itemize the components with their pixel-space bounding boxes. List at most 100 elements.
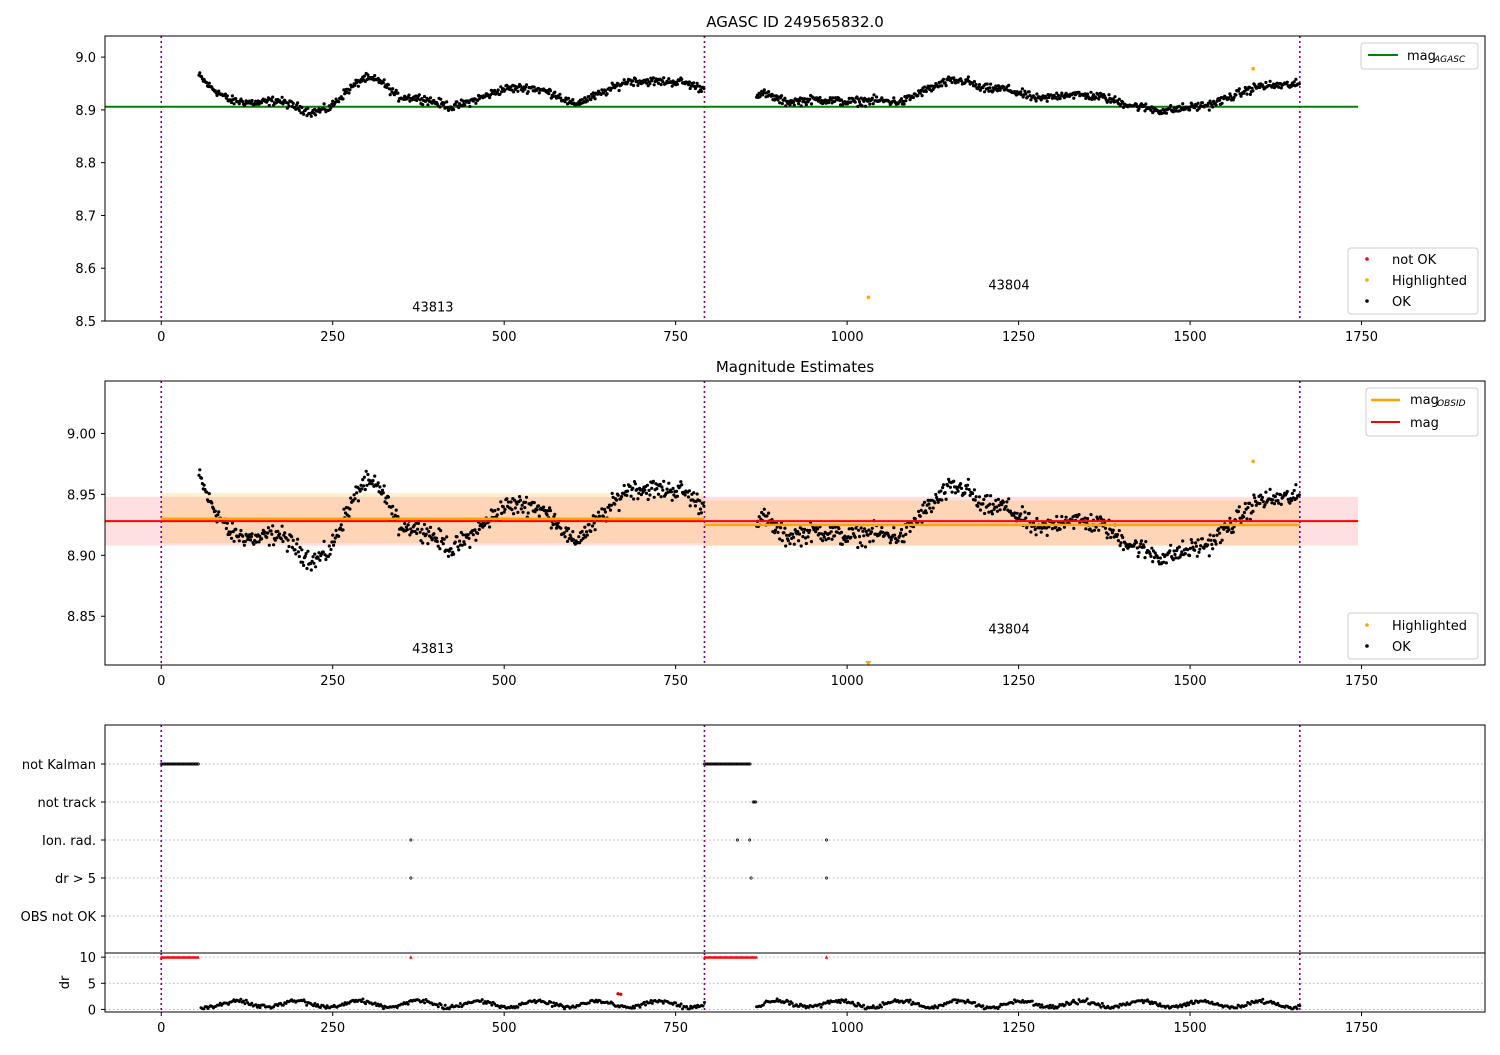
panel2-ok-points-point <box>553 512 557 516</box>
dr-red-point <box>616 992 620 996</box>
panel2-ok-points-point <box>1286 497 1290 501</box>
panel2-ok-points-point <box>1270 501 1274 505</box>
panel1-ok-points-point <box>1214 103 1218 107</box>
panel2-ok-points-point <box>269 529 273 533</box>
panel1-ok-points-point <box>291 101 295 105</box>
panel1-ytick-label: 8.5 <box>75 315 96 330</box>
panel2-ok-points-point <box>1149 554 1153 559</box>
panel2-ok-points-point <box>660 485 664 489</box>
panel1-ok-points-point <box>1164 111 1168 115</box>
flag-points-not-track <box>751 800 758 804</box>
panel2-ok-points-point <box>799 544 803 548</box>
panel2-ok-points-point <box>862 534 866 538</box>
dr-points-point <box>532 998 536 1002</box>
panel1-ok-points-point <box>943 81 947 85</box>
flag-point <box>754 800 758 804</box>
panel2-xtick-label: 0 <box>157 674 165 689</box>
panel2-ok-points-point <box>569 536 573 540</box>
panel2-ok-points-point <box>580 529 584 534</box>
panel2-ok-points-point <box>830 537 834 541</box>
panel1-ok-points-point <box>994 84 998 88</box>
panel1-xtick-label: 500 <box>492 330 517 345</box>
dr-clipped-points-group <box>159 955 829 959</box>
panel2-ok-points-point <box>278 532 282 536</box>
panel1-ytick-label: 9.0 <box>75 51 96 66</box>
panel2-ok-points-point <box>982 497 986 502</box>
panel2-ok-points-point <box>280 524 284 528</box>
panel1-ok-points-point <box>1062 96 1066 100</box>
panel1-ok-points-point <box>788 103 792 107</box>
panel1-xtick-label: 1500 <box>1174 330 1207 345</box>
panel4-xtick-label: 250 <box>320 1021 345 1036</box>
panel2-ok-points-point <box>513 506 517 510</box>
panel2-ok-points-point <box>854 526 858 530</box>
panel2-ok-points-point <box>505 497 509 501</box>
panel1-ok-points-point <box>225 94 229 98</box>
panel2-ok-points-point <box>1251 509 1255 513</box>
dr-points-point <box>563 1007 566 1011</box>
panel2-ok-points-point <box>414 521 418 525</box>
panel2-ok-points-point <box>276 529 280 533</box>
panel2-ok-points-point <box>520 503 524 507</box>
panel2-ok-points-point <box>420 527 424 531</box>
panel2-ok-points-point <box>651 479 656 483</box>
panel1-xtick-label: 0 <box>157 330 165 345</box>
panel2-ok-points-point <box>366 472 370 477</box>
panel2-ok-points-point <box>296 537 300 541</box>
panel2-ok-points-point <box>360 487 364 491</box>
panel1-ok-points-point <box>778 101 782 105</box>
panel2-ok-points-point <box>493 509 497 513</box>
panel2-ok-points-point <box>995 509 1000 513</box>
panel2-ok-points-point <box>210 501 214 505</box>
panel1-ok-points-point <box>1001 85 1006 89</box>
panel2-ok-points-point <box>286 538 290 542</box>
panel2-ok-points-point <box>1206 538 1210 542</box>
panel1-ok-points-point <box>422 94 427 99</box>
flag-points-dr-5 <box>409 876 829 880</box>
dr-points-point <box>342 1003 346 1007</box>
panel1-ok-points-point <box>686 83 691 87</box>
panel2-ok-points-point <box>1248 501 1252 505</box>
panel1-ok-points-point <box>632 83 636 88</box>
panel2-ok-points-point <box>963 491 967 495</box>
panel2-ok-points-point <box>213 509 217 513</box>
panel2-ok-points-point <box>272 543 276 547</box>
panel1-ok-points-point <box>547 92 551 96</box>
dr-points-point <box>954 998 957 1002</box>
panel1-ok-points-point <box>767 90 771 94</box>
panel1-title: AGASC ID 249565832.0 <box>706 13 884 31</box>
panel2-ok-points-point <box>1004 504 1008 509</box>
dr-points-point <box>1244 1003 1248 1007</box>
panel2-ok-points-point <box>416 521 420 526</box>
panel2-ok-points-point <box>1138 545 1142 549</box>
panel2-ok-points-point <box>394 508 398 512</box>
panel2-ok-points-point <box>959 482 963 486</box>
dr-points-point <box>941 1004 945 1008</box>
panel1-ok-points-point <box>899 97 904 101</box>
dr-points-point <box>1192 1001 1196 1005</box>
panel2-ok-points-point <box>609 503 614 507</box>
panel4-xtick-label: 1750 <box>1345 1021 1378 1036</box>
panel2-ok-points-point <box>880 526 884 530</box>
dr-points-point <box>649 999 653 1002</box>
panel2-ok-points-point <box>1260 495 1264 500</box>
panel2-ok-points-point <box>406 523 410 527</box>
panel2-ok-points-point <box>845 539 850 543</box>
panel2-ok-points-point <box>670 498 674 502</box>
panel2-ok-points-point <box>331 533 335 537</box>
panel2-ok-points-point <box>381 491 385 495</box>
panel2-ok-points-point <box>519 507 523 511</box>
dr-points-point <box>826 999 830 1003</box>
panel1-legend-marker <box>1365 278 1369 282</box>
panel2-ok-points-point <box>252 542 256 546</box>
panel2-ok-points-point <box>791 535 796 540</box>
dr-points-point <box>361 997 365 1001</box>
panel2-ok-points-point <box>835 530 839 534</box>
panel1-ok-points-point <box>918 91 922 95</box>
panel1-ok-points-point <box>559 96 563 100</box>
panel2-ok-points-point <box>405 528 409 532</box>
panel2-ok-points-point <box>833 534 837 538</box>
panel1-ok-points-point <box>362 74 366 78</box>
dr-points-point <box>862 1003 866 1007</box>
panel2-ok-points-point <box>788 542 792 546</box>
